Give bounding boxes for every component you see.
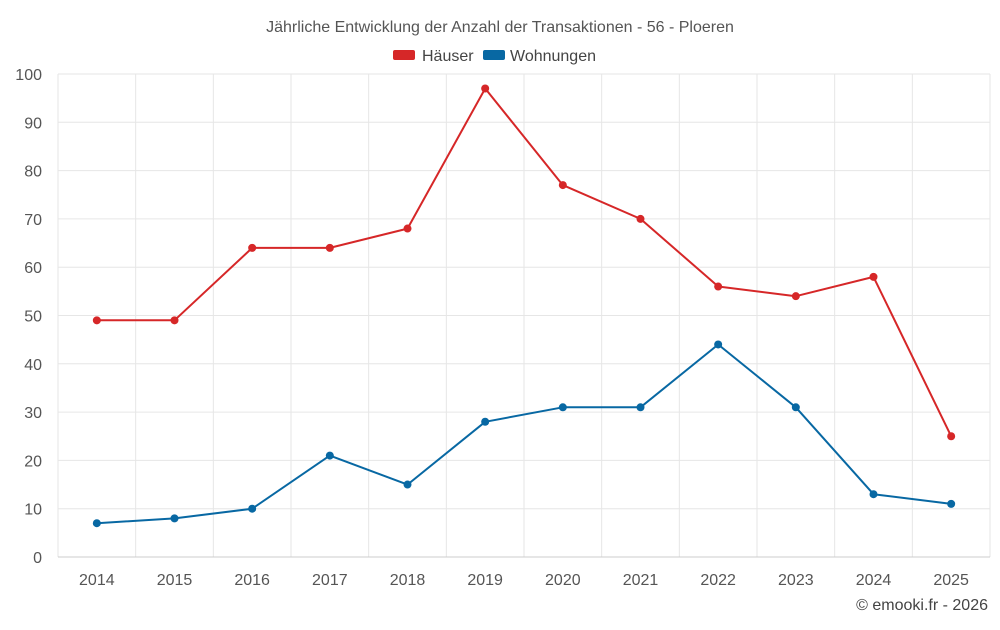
y-tick-label: 10 <box>24 502 42 519</box>
x-tick-label: 2019 <box>467 572 503 589</box>
y-tick-label: 90 <box>24 115 42 132</box>
y-tick-label: 30 <box>24 405 42 422</box>
data-point[interactable] <box>636 214 645 223</box>
chart-title: Jährliche Entwicklung der Anzahl der Tra… <box>266 19 734 36</box>
data-point[interactable] <box>791 292 800 301</box>
data-point[interactable] <box>248 243 257 252</box>
x-tick-label: 2017 <box>312 572 348 589</box>
y-tick-label: 70 <box>24 212 42 229</box>
x-tick-label: 2018 <box>390 572 426 589</box>
x-tick-label: 2025 <box>933 572 969 589</box>
data-point[interactable] <box>170 316 179 325</box>
y-tick-label: 100 <box>15 67 42 84</box>
data-point[interactable] <box>791 403 800 412</box>
grid-layer <box>57 73 991 557</box>
data-point[interactable] <box>403 480 412 489</box>
data-point[interactable] <box>92 519 101 528</box>
series-line-wohnungen <box>96 343 952 525</box>
series-layer <box>92 84 956 528</box>
legend: Häuser Wohnungen <box>393 48 596 65</box>
y-tick-label: 40 <box>24 357 42 374</box>
credit-text: © emooki.fr - 2026 <box>856 597 988 614</box>
axis-layer: 0 10 20 30 40 50 60 70 80 90 100 2014 2015 2016 2017 20… <box>15 67 990 589</box>
data-point[interactable] <box>869 272 878 281</box>
data-point[interactable] <box>714 282 723 291</box>
x-tick-label: 2014 <box>79 572 115 589</box>
data-point[interactable] <box>92 316 101 325</box>
x-tick-label: 2023 <box>778 572 814 589</box>
x-tick-label: 2024 <box>856 572 892 589</box>
y-tick-label: 60 <box>24 260 42 277</box>
y-tick-label: 20 <box>24 453 42 470</box>
data-point[interactable] <box>714 340 723 349</box>
legend-label: Wohnungen <box>510 48 596 65</box>
legend-item[interactable]: Häuser <box>393 48 474 65</box>
data-point[interactable] <box>325 243 334 252</box>
data-point[interactable] <box>325 451 334 460</box>
y-tick-label: 50 <box>24 309 42 326</box>
y-tick-label: 80 <box>24 164 42 181</box>
legend-label: Häuser <box>422 48 474 65</box>
x-tick-label: 2015 <box>157 572 193 589</box>
data-point[interactable] <box>558 181 567 190</box>
data-point[interactable] <box>403 224 412 233</box>
y-tick-label: 0 <box>33 550 42 567</box>
data-point[interactable] <box>248 504 257 513</box>
data-point[interactable] <box>481 84 490 93</box>
legend-swatch <box>483 50 505 60</box>
x-tick-label: 2016 <box>234 572 270 589</box>
x-tick-label: 2020 <box>545 572 581 589</box>
data-point[interactable] <box>947 499 956 508</box>
data-point[interactable] <box>170 514 179 523</box>
legend-swatch <box>393 50 415 60</box>
x-tick-label: 2022 <box>700 572 736 589</box>
data-point[interactable] <box>636 403 645 412</box>
series-line-haeuser <box>96 87 953 437</box>
legend-item[interactable]: Wohnungen <box>483 48 596 65</box>
data-point[interactable] <box>947 432 956 441</box>
data-point[interactable] <box>481 417 490 426</box>
data-point[interactable] <box>558 403 567 412</box>
data-point[interactable] <box>869 490 878 499</box>
x-tick-label: 2021 <box>623 572 659 589</box>
